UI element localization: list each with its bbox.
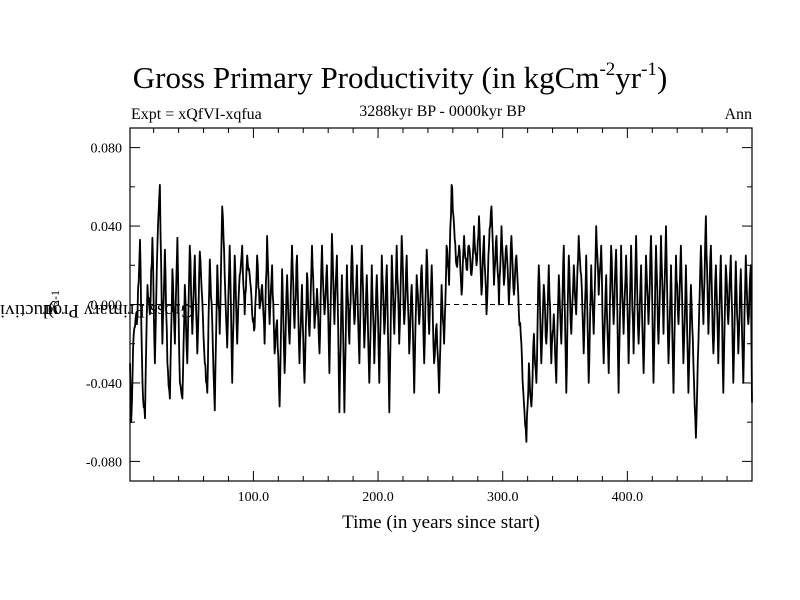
y-tick-label: -0.040 [86, 377, 122, 392]
season-label: Ann [724, 106, 752, 123]
y-tick-label: 0.040 [91, 220, 123, 235]
x-tick-label: 400.0 [612, 490, 644, 505]
axis-ticks: 0.080 0.040 0.000 -0.040 -0.080 100.0 200.0 300… [86, 128, 752, 505]
experiment-label: Expt = xQfVI-xqfua [131, 106, 262, 123]
chart-title: Gross Primary Productivity (in kgCm-2yr-… [132, 59, 668, 95]
plot-frame [129, 127, 753, 482]
series-line [129, 184, 753, 443]
x-tick-label: 200.0 [362, 490, 394, 505]
x-axis-label: Time (in years since start) [342, 512, 540, 533]
x-tick-label: 100.0 [238, 490, 270, 505]
y-tick-label: 0.000 [91, 299, 123, 314]
y-tick-label: -0.080 [86, 455, 122, 470]
y-tick-label: 0.080 [91, 142, 123, 157]
x-tick-label: 300.0 [487, 490, 519, 505]
time-range-label: 3288kyr BP - 0000kyr BP [359, 103, 526, 120]
